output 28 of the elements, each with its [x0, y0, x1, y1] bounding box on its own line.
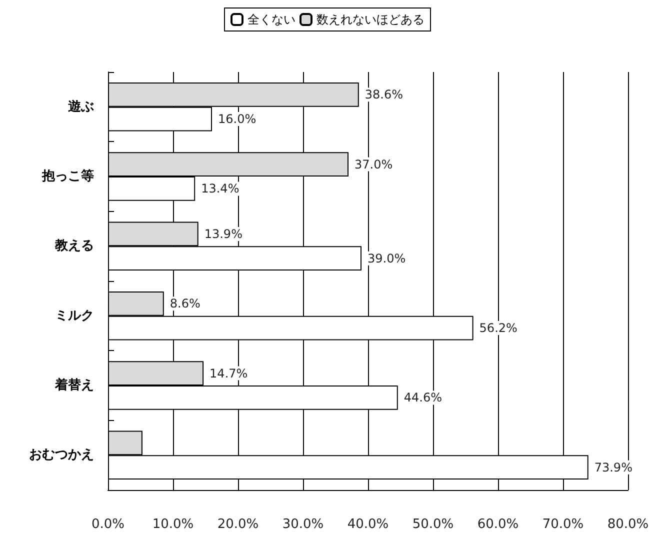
data-label: 16.0% [218, 112, 256, 126]
legend-label: 数えれないほどある [316, 12, 424, 26]
y-tick-label: おむつかえ [29, 448, 94, 463]
x-tick-label: 70.0% [542, 517, 584, 532]
data-label: 13.9% [204, 226, 242, 241]
legend-label: 全くない [248, 12, 296, 26]
y-tick-label: 遊ぶ [68, 99, 94, 114]
data-label: 38.6% [364, 88, 404, 102]
x-tick-label: 80.0% [607, 517, 649, 532]
data-label: 39.0% [368, 251, 406, 266]
x-tick-label: 0.0% [91, 517, 125, 532]
x-tick-label: 10.0% [152, 517, 194, 532]
data-label: 37.0% [354, 157, 393, 172]
data-label: 8.6% [170, 296, 200, 311]
y-tick-label: 教える [54, 238, 94, 254]
data-label: 44.6% [404, 390, 442, 405]
x-tick-label: 30.0% [282, 517, 324, 532]
x-tick-label: 20.0% [217, 517, 259, 532]
y-tick-label: 着替え [54, 377, 94, 393]
data-label: 13.4% [201, 182, 240, 196]
x-tick-label: 60.0% [477, 517, 519, 532]
y-tick-label: ミルク [55, 308, 94, 324]
data-label: 14.7% [210, 366, 248, 380]
x-tick-label: 40.0% [347, 517, 389, 532]
x-tick-label: 50.0% [412, 517, 454, 532]
data-label: 56.2% [479, 321, 518, 336]
y-tick-label: 抱っこ等 [41, 169, 94, 184]
data-label: 73.9% [594, 460, 632, 474]
